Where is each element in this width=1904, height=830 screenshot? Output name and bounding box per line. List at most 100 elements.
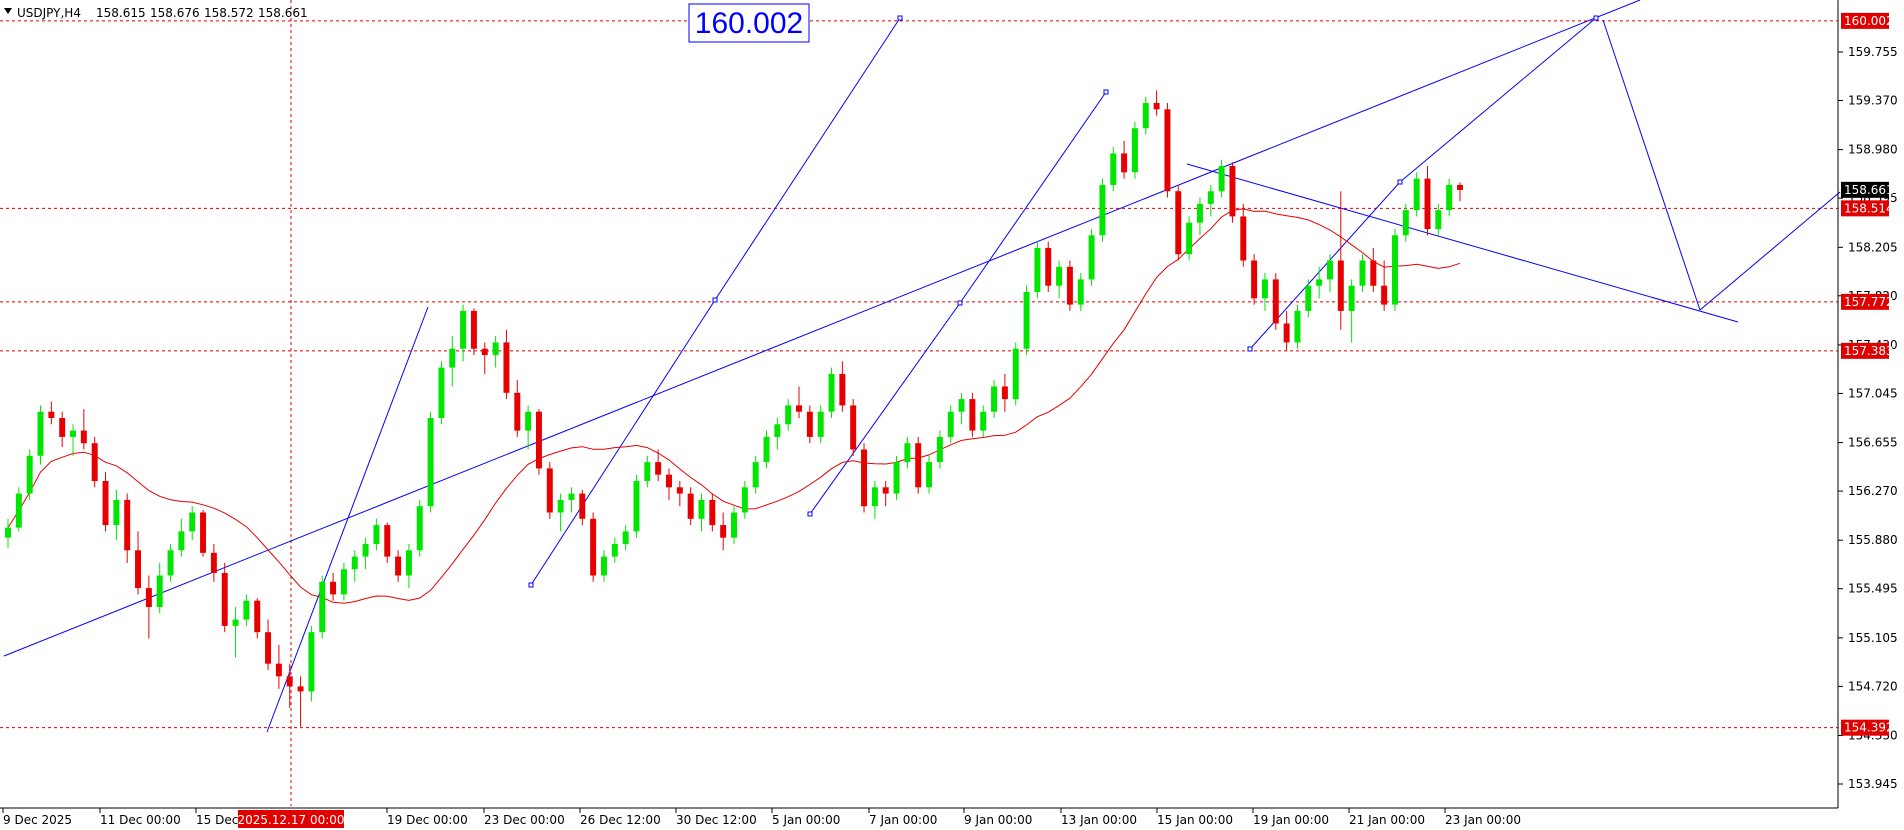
candle-body: [958, 399, 965, 412]
candle-body: [438, 367, 445, 418]
candle-body: [1294, 310, 1301, 343]
candle-body: [579, 493, 586, 519]
candle-body: [741, 487, 748, 513]
candle-body: [1392, 235, 1398, 305]
symbol-label: USDJPY,H4: [17, 6, 81, 20]
candle-body: [1359, 260, 1366, 286]
candle-body: [427, 418, 434, 507]
candle-body: [1131, 128, 1138, 173]
candle-body: [91, 443, 98, 481]
time-tick-label: 19 Jan 00:00: [1253, 813, 1329, 827]
candle-body: [1142, 103, 1149, 129]
candle-body: [893, 462, 900, 494]
candle-body: [546, 468, 553, 513]
candle-body: [904, 443, 911, 463]
candle-body: [1066, 266, 1073, 305]
candle-body: [525, 411, 532, 431]
vertical-marker-label: 2025.12.17 00:00: [237, 813, 344, 827]
anchor-point[interactable]: [528, 582, 534, 588]
candle-body: [460, 310, 467, 349]
candle-body: [687, 493, 694, 519]
price-ticks: 159.755159.370158.980158.595158.205157.8…: [1838, 45, 1898, 791]
candle-body: [806, 411, 813, 437]
target-label: 160.002: [695, 7, 803, 40]
candle-body: [124, 499, 131, 551]
channel-line-3[interactable]: [714, 17, 901, 301]
time-axis[interactable]: 9 Dec 2025 11 Dec 00:00 15 Dec 00:00 19 Dec…: [0, 807, 1838, 828]
anchor-point[interactable]: [712, 297, 718, 303]
vertical-marker-tag: 2025.12.17 00:00: [237, 810, 345, 828]
time-tick-label: 7 Jan 00:00: [869, 813, 937, 827]
anchor-point[interactable]: [957, 300, 963, 306]
candle-body: [275, 663, 282, 677]
anchor-point[interactable]: [897, 15, 903, 21]
descending-line[interactable]: [1186, 163, 1739, 323]
anchor-point[interactable]: [1593, 15, 1599, 21]
time-tick-label: 13 Jan 00:00: [1061, 813, 1137, 827]
trendlines[interactable]: [3, 0, 1841, 733]
candle-body: [698, 499, 705, 519]
candle-body: [709, 499, 716, 526]
candle-body: [1240, 216, 1247, 261]
candle-body: [319, 581, 326, 633]
candle-body: [80, 430, 87, 444]
level-tag: [1841, 719, 1889, 736]
candle-body: [145, 588, 152, 607]
candle-body: [514, 392, 521, 431]
candle-body: [1207, 191, 1214, 204]
candle-body: [178, 531, 185, 551]
candle-body: [156, 575, 163, 607]
channel-line-1[interactable]: [266, 306, 429, 733]
moving-average-line: [7, 208, 1461, 604]
candle-body: [1446, 184, 1453, 211]
anchor-point[interactable]: [807, 511, 813, 517]
target-label-box[interactable]: 160.002: [688, 3, 810, 43]
candle-body: [1186, 222, 1193, 255]
main-trendline[interactable]: [3, 0, 1641, 657]
price-tick-label: 158.205: [1848, 240, 1898, 254]
channel-line-4[interactable]: [809, 302, 961, 515]
candle-body: [384, 525, 391, 557]
current-price-label: 158.661: [1844, 183, 1894, 197]
price-tick-label: 155.495: [1848, 582, 1898, 596]
candle-body: [1283, 323, 1290, 343]
level-label: 154.392: [1844, 721, 1894, 735]
price-tick-label: 156.270: [1848, 484, 1898, 498]
price-axis[interactable]: 159.755159.370158.980158.595158.205157.8…: [1837, 0, 1898, 808]
time-tick-label: 11 Dec 00:00: [100, 813, 181, 827]
candle-body: [70, 430, 76, 437]
time-tick-label: 5 Jan 00:00: [772, 813, 840, 827]
candle-body: [1413, 178, 1420, 211]
dropdown-arrow-icon[interactable]: [4, 8, 12, 14]
level-tag: [1841, 342, 1889, 359]
candle-body: [1121, 153, 1128, 173]
channel-line-5[interactable]: [959, 91, 1107, 304]
price-tick-label: 153.945: [1848, 777, 1898, 791]
level-label: 157.383: [1844, 344, 1894, 358]
chart-header: USDJPY,H4 158.615 158.676 158.572 158.66…: [4, 6, 308, 20]
candle-body: [492, 342, 499, 356]
candle-body: [1088, 235, 1095, 280]
candle-body: [102, 480, 109, 526]
candle-body: [395, 556, 402, 576]
candle-body: [405, 550, 412, 576]
anchor-point[interactable]: [1397, 179, 1403, 185]
channel-line-7[interactable]: [1399, 17, 1597, 183]
forecast-up[interactable]: [1699, 191, 1841, 311]
candle-body: [449, 348, 456, 368]
forecast-down[interactable]: [1602, 19, 1701, 311]
candle-body: [590, 518, 597, 576]
anchor-point[interactable]: [1247, 346, 1253, 352]
time-tick-label: 19 Dec 00:00: [387, 813, 468, 827]
candle-body: [297, 686, 304, 692]
anchor-point[interactable]: [1103, 89, 1109, 95]
level-label: 158.514: [1844, 201, 1894, 215]
candle-body: [254, 600, 261, 633]
candle-body: [839, 373, 846, 406]
candle-body: [1435, 210, 1442, 230]
candle-body: [1229, 166, 1236, 217]
candle-body: [1164, 109, 1171, 192]
candle-body: [5, 527, 11, 538]
channel-line-2[interactable]: [530, 299, 716, 586]
